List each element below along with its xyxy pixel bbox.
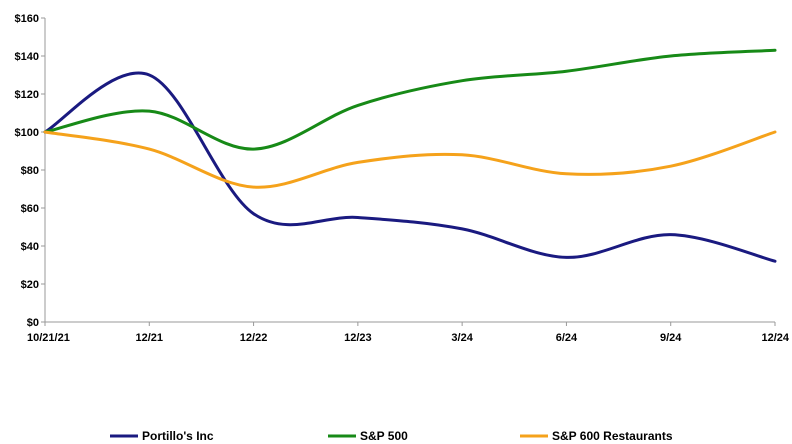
y-tick-label: $40 [21, 241, 39, 253]
legend-label-s-p-500: S&P 500 [360, 429, 408, 443]
x-tick-label: 12/23 [344, 332, 372, 344]
x-axis-ticks: 10/21/21 12/21 12/22 12/23 3/24 6/24 9/24 12/24 [27, 322, 790, 344]
y-tick-label: $20 [21, 279, 39, 291]
x-tick-label: 9/24 [660, 332, 682, 344]
x-tick-label: 12/21 [136, 332, 164, 344]
x-tick-label: 12/22 [240, 332, 268, 344]
y-tick-label: $0 [27, 317, 39, 329]
x-tick-label: 3/24 [451, 332, 473, 344]
y-tick-label: $60 [21, 203, 39, 215]
chart-series-lines [43, 48, 777, 263]
x-tick-label: 6/24 [556, 332, 578, 344]
x-tick-label: 10/21/21 [27, 332, 70, 344]
series-line-s-p-500 [43, 48, 777, 151]
y-tick-label: $100 [15, 127, 39, 139]
series-line-portillo-s-inc [43, 71, 777, 263]
y-tick-label: $80 [21, 165, 39, 177]
y-axis-ticks: $0 $20 $40 $60 $80 $100 $120 $140 $160 [15, 13, 45, 329]
y-tick-label: $140 [15, 51, 39, 63]
y-tick-label: $120 [15, 89, 39, 101]
y-tick-label: $160 [15, 13, 39, 25]
legend-label-portillo-s-inc: Portillo's Inc [142, 429, 214, 443]
series-line-s-p-600-restaurants [43, 130, 777, 189]
legend-label-s-p-600-restaurants: S&P 600 Restaurants [552, 429, 673, 443]
chart-axes [44, 18, 775, 323]
x-tick-label: 12/24 [761, 332, 789, 344]
chart-legend: Portillo's Inc S&P 500 S&P 600 Restaurants [110, 429, 673, 443]
